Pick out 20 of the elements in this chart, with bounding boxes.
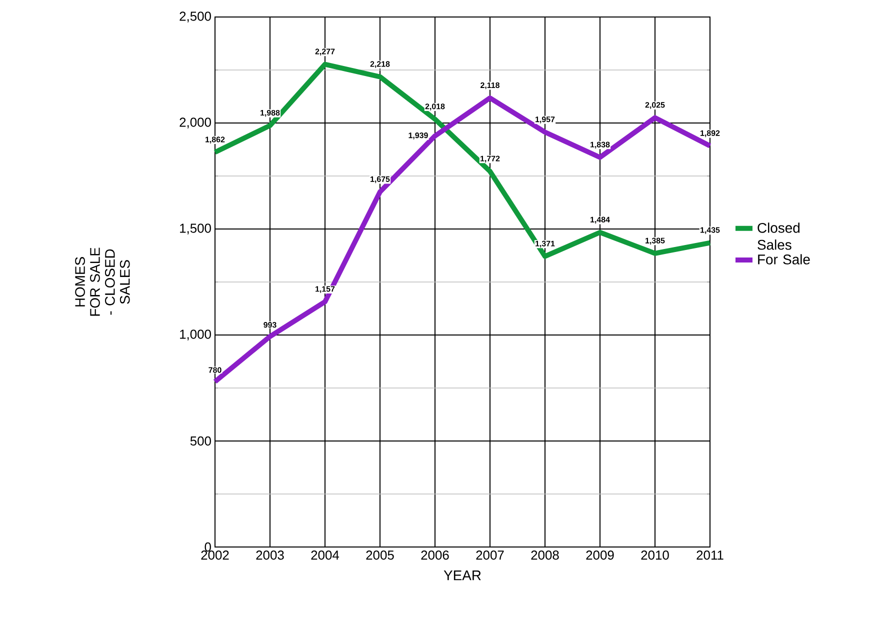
- x-tick-label: 2003: [256, 550, 284, 560]
- y-tick-label: 1,000: [180, 330, 211, 340]
- x-tick-label: 2011: [696, 550, 724, 560]
- x-tick-label: 2010: [641, 550, 669, 560]
- y-axis-title: HOMES FOR SALE - CLOSED SALES: [75, 248, 130, 316]
- y-tick-label: 0: [204, 542, 211, 552]
- x-tick-label: 2008: [531, 550, 559, 560]
- x-tick-label: 2007: [476, 550, 504, 560]
- x-tick-label: 2004: [311, 550, 340, 560]
- legend-label: For Sale: [758, 254, 810, 264]
- x-tick-label: 2006: [421, 550, 449, 560]
- y-tick-label: 500: [190, 436, 211, 446]
- x-axis-title: YEAR: [444, 570, 481, 580]
- x-tick-label: 2002: [201, 550, 229, 560]
- y-tick-label: 2,500: [180, 12, 211, 22]
- y-tick-label: 1,500: [180, 224, 211, 234]
- legend-label: Closed Sales: [758, 222, 800, 250]
- y-tick-label: 2,000: [180, 118, 211, 128]
- x-tick-label: 2005: [366, 550, 394, 560]
- x-tick-label: 2009: [586, 550, 614, 560]
